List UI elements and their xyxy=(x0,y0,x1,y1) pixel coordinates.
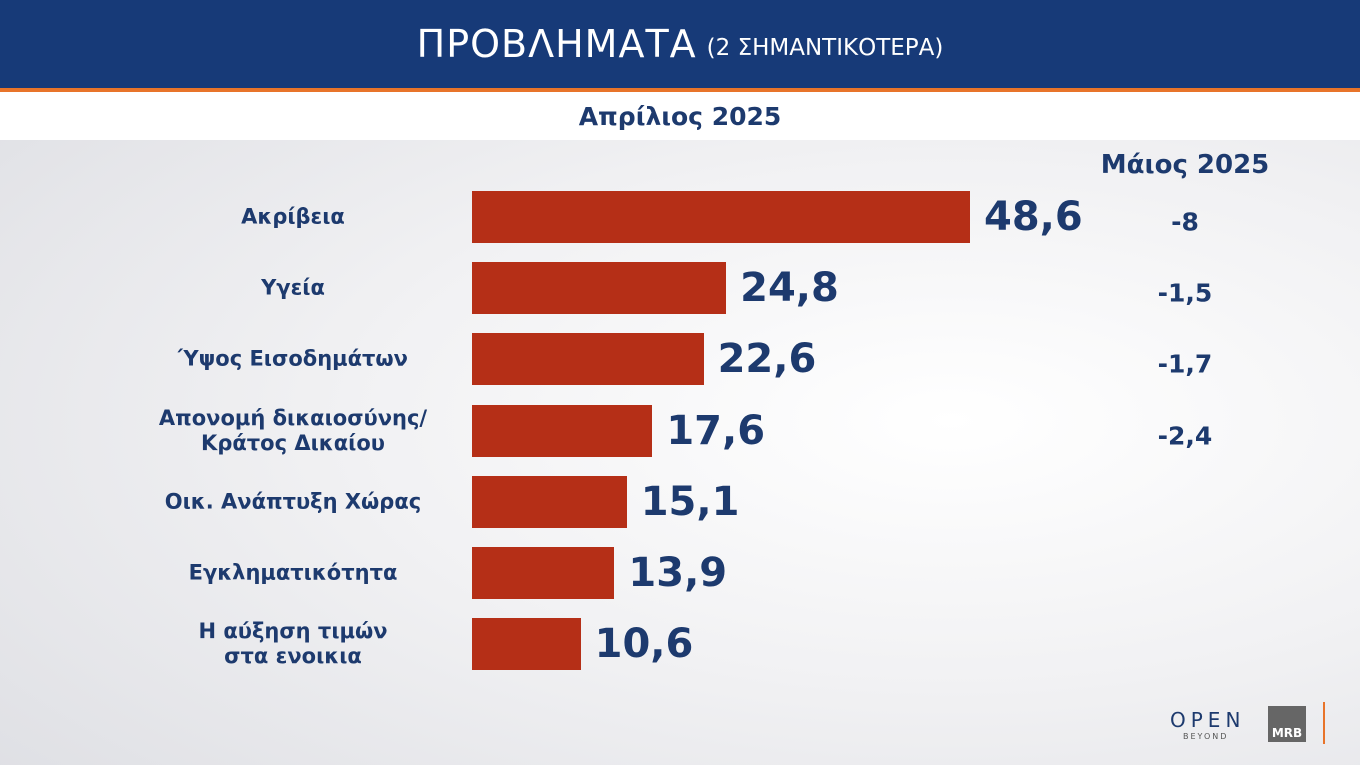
category-label: Εγκληματικότητα xyxy=(188,560,398,585)
comparison-title: Μάιος 2025 xyxy=(1100,150,1270,180)
value-label: 24,8 xyxy=(740,265,839,312)
change-label: -2,4 xyxy=(1157,421,1213,451)
category-label: Απονομή δικαιοσύνης/ Κράτος Δικαίου xyxy=(158,405,428,455)
title-block: ΠΡΟΒΛΗΜΑΤΑ (2 ΣΗΜΑΝΤΙΚΟΤΕΡΑ) xyxy=(0,0,1360,88)
period-label: Απρίλιος 2025 xyxy=(0,92,1360,140)
category-label: Ύψος Εισοδημάτων xyxy=(178,346,408,371)
category-label: Ακρίβεια xyxy=(241,204,345,229)
value-label: 22,6 xyxy=(717,336,817,383)
chart-subtitle: (2 ΣΗΜΑΝΤΙΚΟΤΕΡΑ) xyxy=(706,35,944,61)
bar xyxy=(472,547,615,599)
logo-text: BEYOND xyxy=(1183,732,1229,741)
bar xyxy=(472,333,704,386)
value-label: 10,6 xyxy=(594,621,694,668)
value-label: 13,9 xyxy=(628,550,728,596)
bar xyxy=(472,618,581,671)
category-label: Οικ. Ανάπτυξη Χώρας xyxy=(164,489,422,514)
logo-separator xyxy=(1323,702,1325,744)
category-label: Η αύξηση τιμών στα ενοικια xyxy=(198,619,388,669)
bar xyxy=(472,191,970,243)
chart-title: ΠΡΟΒΛΗΜΑΤΑ xyxy=(416,22,697,66)
change-label: -1,7 xyxy=(1157,349,1213,379)
bar xyxy=(472,475,627,528)
value-label: 15,1 xyxy=(640,478,740,525)
header-bar xyxy=(0,0,1360,92)
bar xyxy=(472,262,727,315)
bar xyxy=(472,404,653,457)
value-label: 48,6 xyxy=(984,194,1083,240)
logo-text: OPEN xyxy=(1170,708,1246,732)
logo-text: MRB xyxy=(1268,706,1306,742)
change-label: -8 xyxy=(1171,207,1199,237)
value-label: 17,6 xyxy=(666,407,766,454)
change-label: -1,5 xyxy=(1157,278,1213,308)
category-label: Υγεία xyxy=(261,275,325,300)
